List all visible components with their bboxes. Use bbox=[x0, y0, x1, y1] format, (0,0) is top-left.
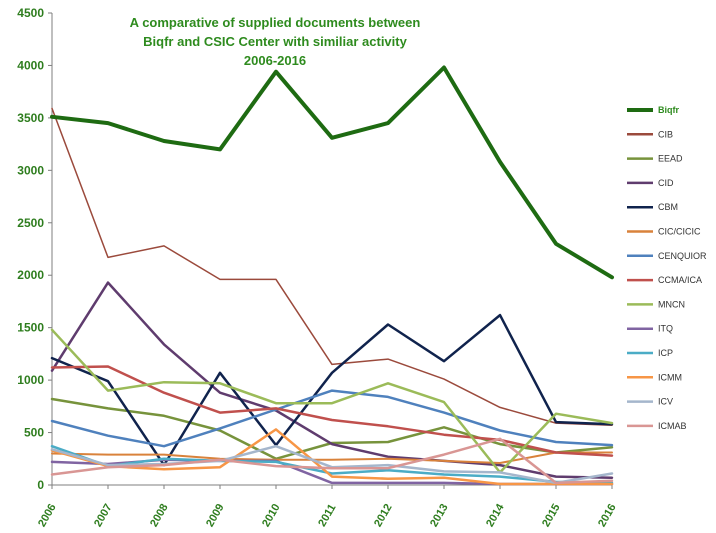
x-tick-label: 2012 bbox=[372, 502, 395, 529]
series-line-biqfr bbox=[50, 65, 614, 280]
series-line-icmab bbox=[50, 437, 614, 485]
legend: Biqfr CIB EEAD CID CBM CIC/CICIC CENQUIOR CCMA/… bbox=[627, 105, 707, 431]
legend-label-cbm: CBM bbox=[658, 202, 678, 212]
series-line-cid bbox=[50, 281, 614, 479]
legend-label-itq: ITQ bbox=[658, 324, 673, 334]
y-tick-label: 4500 bbox=[17, 6, 44, 20]
legend-label-biqfr: Biqfr bbox=[658, 105, 679, 115]
legend-label-icmm: ICMM bbox=[658, 372, 682, 382]
chart-title-line-3: 2006-2016 bbox=[244, 53, 306, 68]
legend-label-cenquior: CENQUIOR bbox=[658, 251, 707, 261]
legend-label-mncn: MNCN bbox=[658, 299, 685, 309]
x-tick-label: 2014 bbox=[484, 501, 507, 529]
series-line-eead bbox=[50, 397, 614, 461]
legend-label-cib: CIB bbox=[658, 129, 673, 139]
series-line-mncn bbox=[50, 328, 614, 474]
x-tick-label: 2016 bbox=[596, 502, 619, 529]
y-tick-label: 0 bbox=[37, 478, 44, 492]
series-line-icp bbox=[50, 444, 614, 485]
y-tick-label: 1500 bbox=[17, 321, 44, 335]
y-tick-label: 2000 bbox=[17, 268, 44, 282]
series-line-cib bbox=[51, 107, 613, 426]
x-tick-label: 2006 bbox=[36, 502, 59, 529]
x-tick-label: 2015 bbox=[540, 502, 563, 529]
x-tick-label: 2009 bbox=[204, 502, 227, 529]
y-tick-label: 1000 bbox=[17, 373, 44, 387]
legend-label-icp: ICP bbox=[658, 348, 673, 358]
chart-title-line-1: A comparative of supplied documents betw… bbox=[130, 15, 421, 30]
legend-label-cid: CID bbox=[658, 178, 674, 188]
chart-title-line-2: Biqfr and CSIC Center with similiar acti… bbox=[143, 34, 407, 49]
chart-axes bbox=[51, 13, 612, 486]
y-tick-label: 2500 bbox=[17, 216, 44, 230]
chart-title: A comparative of supplied documents betw… bbox=[130, 15, 421, 68]
y-tick-label: 3000 bbox=[17, 163, 44, 177]
x-tick-label: 2008 bbox=[148, 502, 171, 529]
legend-label-icmab: ICMAB bbox=[658, 421, 687, 431]
series-line-cic-cicic bbox=[51, 451, 613, 464]
legend-label-cic-cicic: CIC/CICIC bbox=[658, 227, 701, 237]
y-tick-label: 3500 bbox=[17, 111, 44, 125]
x-tick-label: 2010 bbox=[260, 502, 283, 529]
x-axis-ticks: 2006 2007 2008 2009 2010 2011 2012 2013 2014 2015… bbox=[36, 485, 619, 529]
series-line-icmm bbox=[50, 428, 614, 486]
x-tick-label: 2007 bbox=[92, 502, 115, 529]
series-line-cenquior bbox=[50, 389, 614, 448]
legend-label-icv: ICV bbox=[658, 397, 673, 407]
legend-label-ccma-ica: CCMA/ICA bbox=[658, 275, 702, 285]
x-tick-label: 2011 bbox=[316, 502, 338, 529]
y-tick-label: 4000 bbox=[17, 58, 44, 72]
y-tick-label: 500 bbox=[24, 426, 44, 440]
series-lines bbox=[50, 65, 614, 486]
y-axis-ticks: 0 500 1000 1500 2000 2500 3000 3500 4000 4500 bbox=[17, 6, 52, 492]
legend-label-eead: EEAD bbox=[658, 154, 683, 164]
x-tick-label: 2013 bbox=[428, 502, 451, 529]
series-line-cbm bbox=[50, 313, 614, 467]
